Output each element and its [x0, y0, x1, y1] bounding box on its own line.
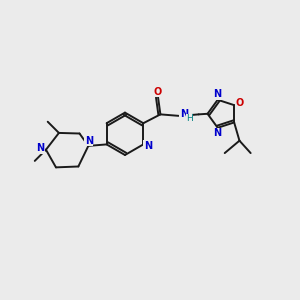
Text: N: N — [213, 128, 221, 138]
Text: O: O — [236, 98, 244, 108]
Text: N: N — [180, 110, 188, 119]
Text: H: H — [186, 114, 193, 123]
Text: N: N — [144, 141, 152, 151]
Text: N: N — [213, 89, 221, 99]
Text: N: N — [36, 143, 44, 153]
Text: O: O — [154, 87, 162, 97]
Text: N: N — [85, 136, 93, 146]
